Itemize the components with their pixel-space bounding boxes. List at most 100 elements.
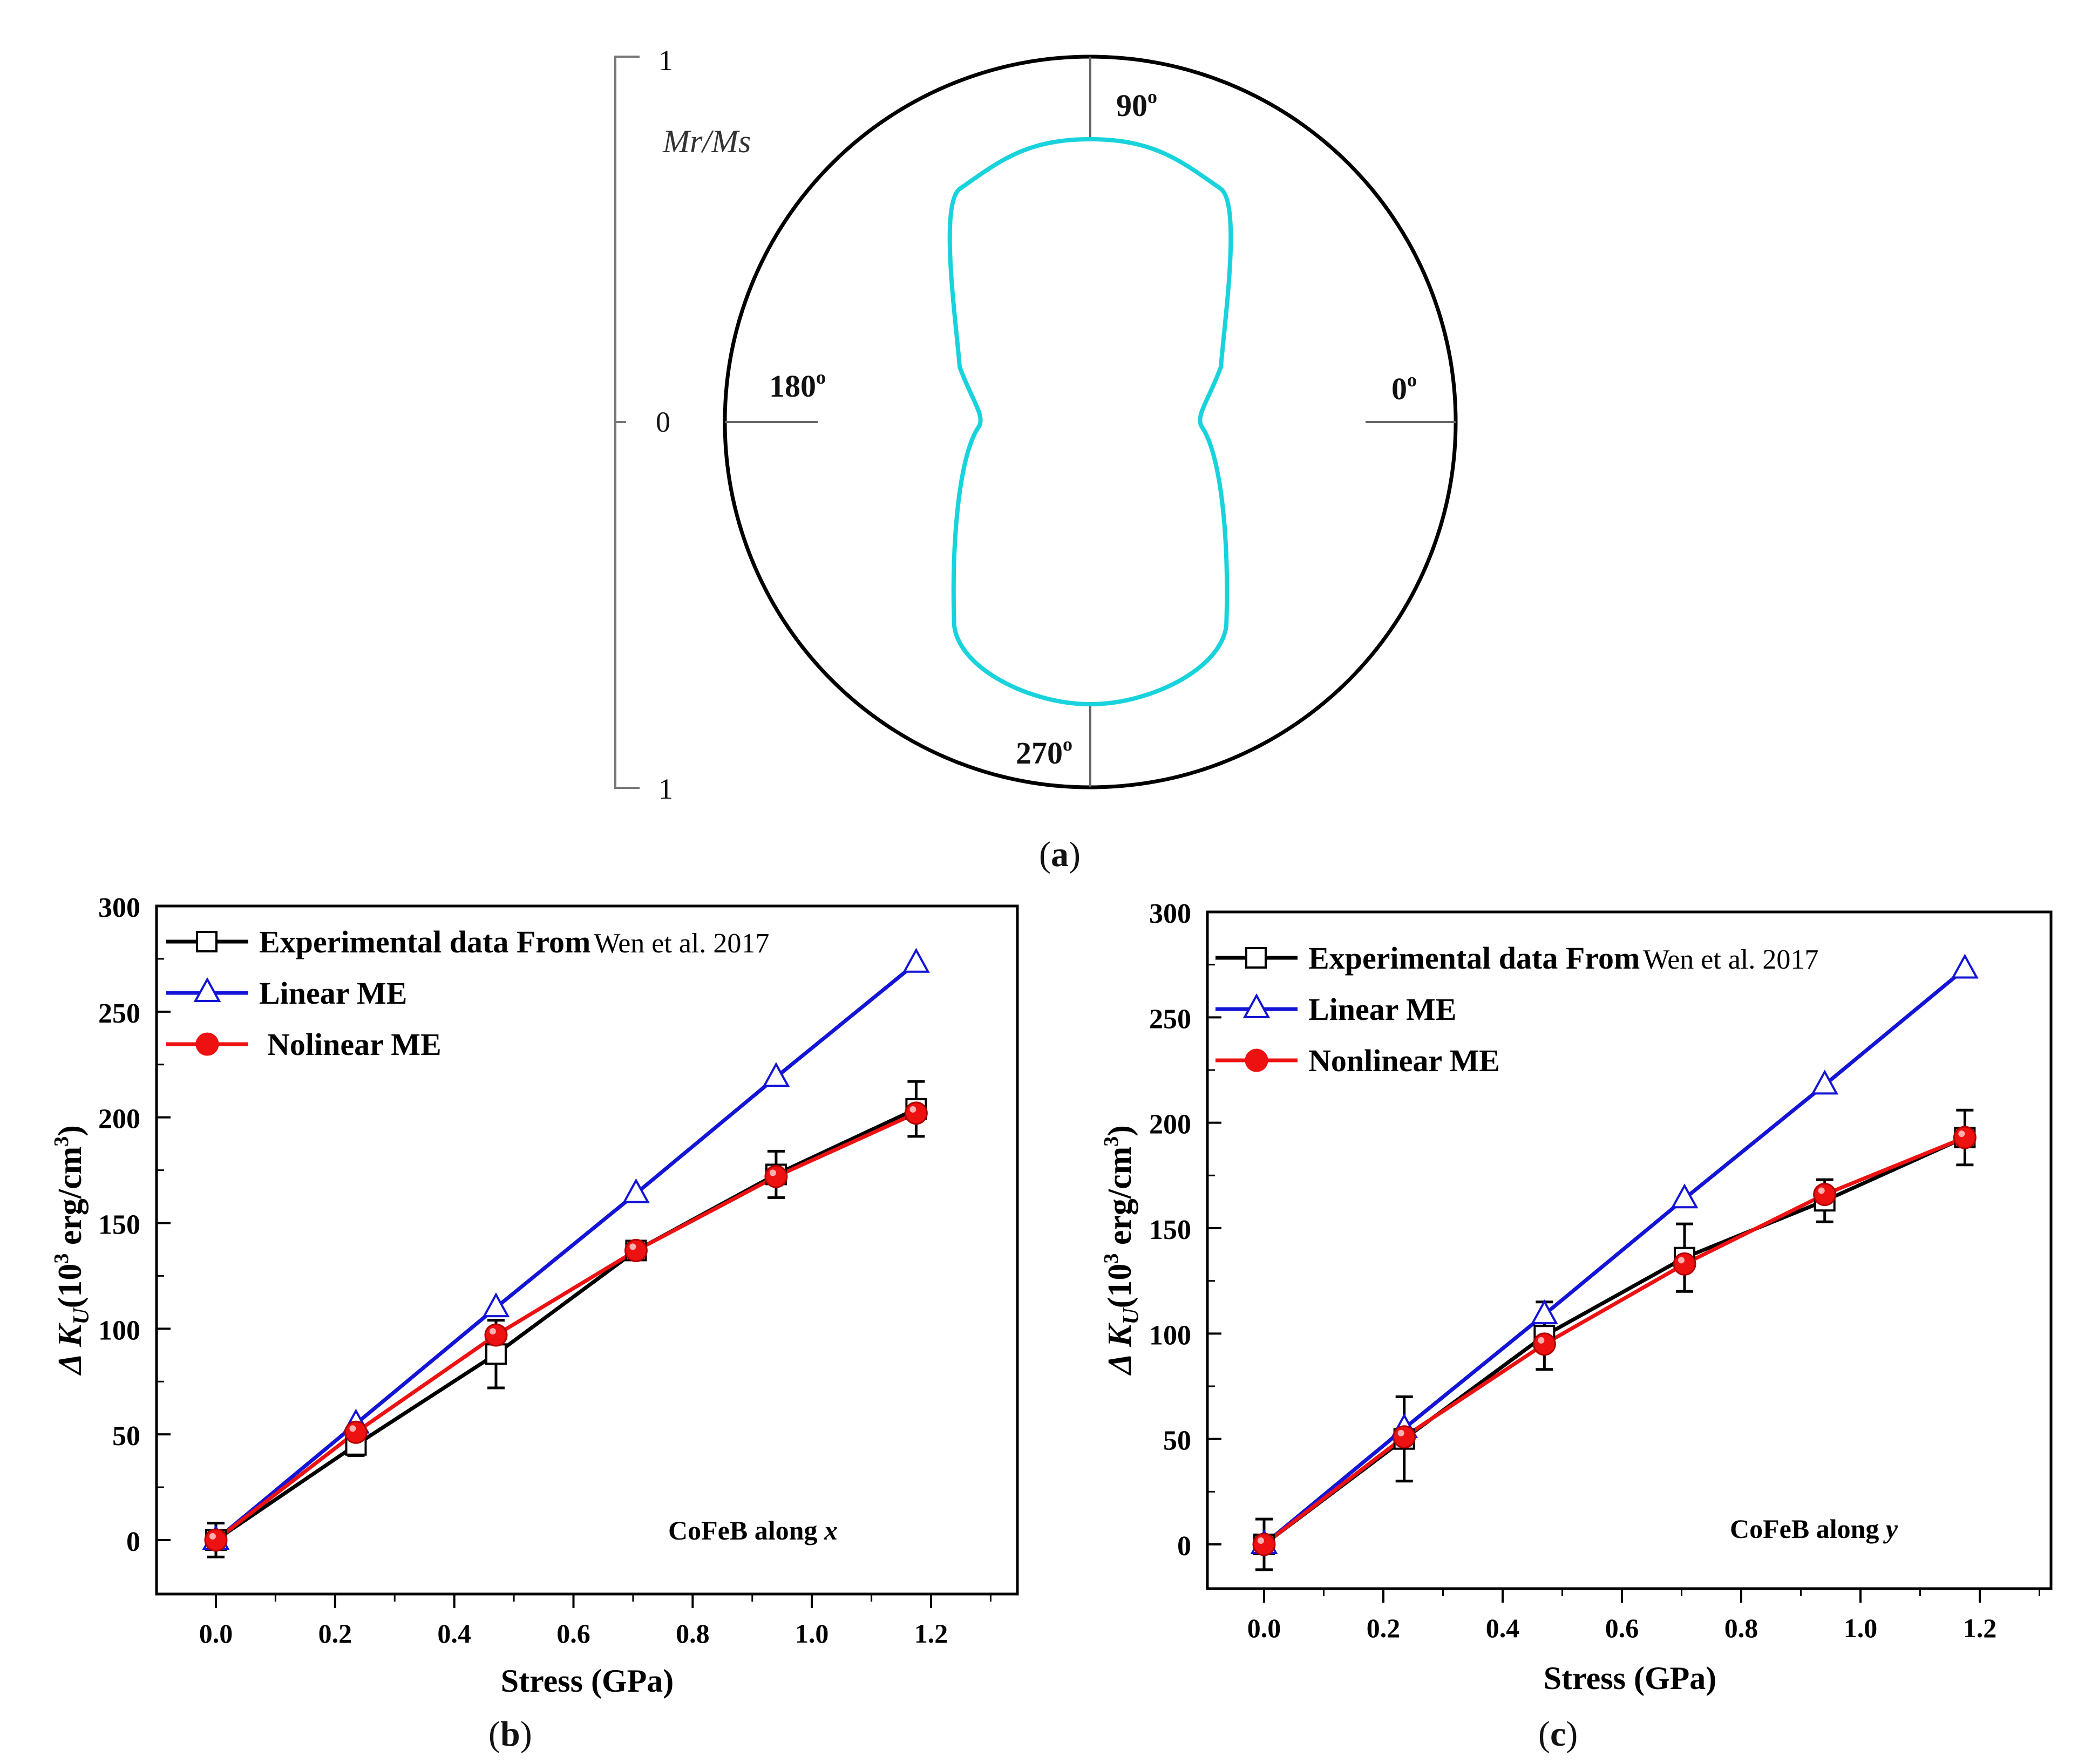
series-group-b (202, 948, 930, 1558)
panel-b-chart: 0 50 100 150 200 250 300 0.0 0.2 0.4 0.6 0.8 1.0 1.2… (50, 893, 1019, 1754)
point-nonlinear (1532, 1332, 1556, 1356)
series-line-linear (214, 962, 918, 1542)
plot-frame-b (155, 904, 1019, 1596)
y-tick-label: 150 (98, 1210, 140, 1241)
legend-c-experimental-label: Experimental data From Wen et al. 2017 (1308, 941, 1818, 976)
y-axis-ticks-b: 0 50 100 150 200 250 300 (98, 893, 171, 1557)
panel-a-polar-plot: 1 0 1 Mr/Ms 90o 180o 0o 270o (a) (614, 44, 1458, 874)
point-experimental (485, 1343, 507, 1365)
y-axis-label-c: Δ KU(103 erg/cm3) (1100, 1125, 1144, 1376)
point-nonlinear-highlight (209, 1533, 216, 1540)
point-nonlinear-highlight (1678, 1257, 1685, 1264)
y-tick-label: 50 (112, 1421, 140, 1452)
x-tick-label: 0.8 (676, 1618, 710, 1649)
radial-axis-label: Mr/Ms (662, 124, 751, 159)
point-linear (622, 1178, 650, 1203)
point-nonlinear (484, 1323, 508, 1347)
point-nonlinear (1953, 1126, 1977, 1149)
y-tick-label: 300 (1149, 898, 1191, 929)
legend-c-linear-label: Linear ME (1308, 992, 1456, 1027)
legend-b-nonlinear-marker (195, 1032, 219, 1056)
x-axis-label-b: Stress (GPa) (501, 1663, 674, 1699)
series-group-c (1250, 953, 1979, 1571)
radial-scale-tick-top: 1 (658, 44, 673, 77)
x-axis-label-c: Stress (GPa) (1544, 1660, 1717, 1696)
legend-b: Experimental data From Wen et al. 2017 Li… (166, 924, 769, 1062)
x-tick-label: 1.0 (795, 1618, 829, 1649)
point-nonlinear (1813, 1182, 1837, 1206)
point-linear (762, 1062, 790, 1087)
point-nonlinear (1252, 1533, 1276, 1556)
legend-c-linear-marker (1242, 993, 1271, 1018)
y-axis-ticks-c: 0 50 100 150 200 250 300 (1149, 898, 1221, 1562)
caption-c: (c) (1538, 1714, 1578, 1754)
point-nonlinear-highlight (1538, 1337, 1545, 1344)
x-tick-label: 1.2 (914, 1618, 948, 1649)
caption-b: (b) (488, 1714, 532, 1754)
y-tick-label: 200 (1149, 1109, 1191, 1140)
legend-c-experimental-marker (1245, 947, 1267, 969)
x-tick-label: 0.4 (1486, 1613, 1520, 1643)
point-nonlinear (344, 1420, 368, 1444)
legend-b-linear-label: Linear ME (259, 976, 407, 1011)
point-linear (1530, 1299, 1558, 1325)
point-nonlinear-highlight (1397, 1429, 1404, 1436)
x-tick-label: 0.4 (437, 1618, 471, 1649)
caption-a: (a) (1039, 835, 1081, 874)
x-tick-label: 0.8 (1724, 1613, 1758, 1643)
point-linear (1811, 1070, 1839, 1095)
annotation-b: CoFeB along x (668, 1515, 838, 1545)
point-nonlinear-highlight (1818, 1187, 1825, 1194)
point-nonlinear (904, 1101, 928, 1125)
point-nonlinear (764, 1164, 788, 1188)
series-line-nonlinear (214, 1111, 917, 1542)
legend-b-linear-marker (193, 977, 221, 1002)
x-tick-label: 0.6 (1605, 1613, 1639, 1643)
point-nonlinear-highlight (489, 1328, 496, 1335)
remanence-curve (947, 137, 1233, 707)
x-axis-ticks-b: 0.0 0.2 0.4 0.6 0.8 1.0 1.2 (199, 1594, 992, 1649)
radial-scale-tick-bottom: 1 (658, 773, 673, 805)
x-tick-label: 0.0 (199, 1618, 233, 1649)
series-line-experimental (215, 1107, 917, 1542)
y-tick-label: 150 (1149, 1215, 1191, 1245)
y-tick-label: 0 (1177, 1531, 1191, 1562)
legend-c: Experimental data From Wen et al. 2017 Li… (1215, 941, 1818, 1078)
y-tick-label: 50 (1163, 1426, 1191, 1456)
y-tick-label: 100 (98, 1315, 140, 1346)
point-nonlinear (1673, 1252, 1696, 1276)
x-axis-ticks-c: 0.0 0.2 0.4 0.6 0.8 1.0 1.2 (1247, 1589, 2040, 1643)
point-linear (1670, 1183, 1699, 1209)
x-tick-label: 0.0 (1247, 1613, 1281, 1643)
point-nonlinear (204, 1528, 228, 1552)
legend-c-nonlinear-marker (1245, 1048, 1268, 1072)
point-nonlinear-highlight (1958, 1130, 1965, 1138)
annotation-c: CoFeB along y (1730, 1514, 1898, 1544)
panel-c-chart: 0 50 100 150 200 250 300 0.0 0.2 0.4 0.6 0.8 1.0 1.2… (1100, 898, 2053, 1754)
angle-label-270: 270o (1016, 733, 1072, 771)
x-tick-label: 0.6 (556, 1618, 590, 1649)
y-tick-label: 100 (1149, 1320, 1191, 1351)
x-tick-label: 1.0 (1844, 1613, 1878, 1643)
point-nonlinear-highlight (629, 1243, 636, 1250)
legend-b-experimental-marker (196, 931, 218, 952)
y-tick-label: 250 (1149, 1004, 1191, 1034)
y-tick-label: 300 (98, 893, 140, 923)
point-nonlinear-highlight (909, 1106, 916, 1113)
point-linear (482, 1292, 510, 1318)
point-linear (1951, 953, 1979, 979)
polar-outer-circle (723, 55, 1458, 789)
y-axis-label-b: Δ KU(103 erg/cm3) (50, 1125, 94, 1376)
y-tick-label: 250 (98, 998, 140, 1029)
point-nonlinear (1393, 1425, 1416, 1449)
point-nonlinear-highlight (769, 1169, 776, 1176)
x-tick-label: 0.2 (1367, 1613, 1401, 1643)
legend-b-experimental-label: Experimental data From Wen et al. 2017 (259, 924, 769, 959)
x-tick-label: 1.2 (1963, 1613, 1997, 1643)
plot-frame-c (1206, 910, 2053, 1590)
series-line-experimental (1262, 1135, 1966, 1546)
angle-label-90: 90o (1116, 86, 1157, 123)
y-tick-label: 0 (126, 1527, 140, 1557)
point-nonlinear-highlight (349, 1425, 356, 1432)
x-tick-label: 0.2 (318, 1618, 352, 1649)
